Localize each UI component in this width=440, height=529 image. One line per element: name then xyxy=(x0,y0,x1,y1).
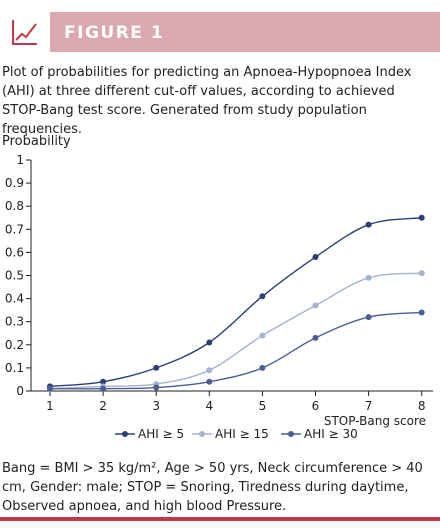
line-chart-icon xyxy=(0,12,50,52)
x-axis-label: STOP-Bang score xyxy=(324,414,426,428)
data-point xyxy=(153,384,160,391)
y-tick-label: 0.6 xyxy=(5,245,24,259)
series-line xyxy=(49,311,422,390)
data-point xyxy=(365,274,372,281)
y-tick-label: 0.4 xyxy=(5,292,24,306)
data-point xyxy=(47,385,53,392)
data-point xyxy=(206,339,213,346)
data-point xyxy=(312,254,319,261)
data-point xyxy=(418,309,425,316)
legend-marker xyxy=(122,431,128,437)
x-tick-label: 6 xyxy=(312,399,320,413)
series-line xyxy=(49,217,422,388)
y-tick-label: 0.2 xyxy=(5,338,24,352)
y-tick-label: 0.7 xyxy=(5,222,24,236)
y-tick-label: 0 xyxy=(16,384,24,398)
y-axis-label: Probability xyxy=(2,134,71,149)
x-tick-label: 4 xyxy=(205,399,213,413)
x-tick-label: 1 xyxy=(46,399,54,413)
data-point xyxy=(100,378,107,385)
data-point xyxy=(365,314,372,321)
figure-label: FIGURE 1 xyxy=(64,23,165,43)
data-point xyxy=(418,214,425,221)
data-point xyxy=(312,334,319,341)
figure-footnote: Bang = BMI > 35 kg/m², Age > 50 yrs, Nec… xyxy=(2,461,423,514)
x-tick-label: 5 xyxy=(259,399,267,413)
data-point xyxy=(312,302,319,309)
x-tick-label: 8 xyxy=(418,399,426,413)
data-point xyxy=(153,364,160,371)
data-point xyxy=(100,385,107,392)
figure-caption: Plot of probabilities for predicting an … xyxy=(2,65,412,137)
data-point xyxy=(259,293,266,300)
data-point xyxy=(259,364,266,371)
data-point xyxy=(365,221,372,228)
y-tick-label: 0.8 xyxy=(5,199,24,213)
legend-label: AHI ≥ 5 xyxy=(138,427,184,441)
legend-marker xyxy=(288,431,294,437)
figure-header: FIGURE 1 xyxy=(0,12,440,52)
y-tick-label: 0.1 xyxy=(5,361,24,375)
y-tick-label: 1 xyxy=(16,153,24,167)
y-tick-label: 0.5 xyxy=(5,269,24,283)
x-tick-label: 2 xyxy=(99,399,107,413)
x-tick-label: 3 xyxy=(152,399,160,413)
legend-marker xyxy=(199,431,205,437)
data-point xyxy=(418,270,425,277)
series-line xyxy=(49,272,422,390)
data-point xyxy=(206,367,213,374)
data-point xyxy=(206,378,213,385)
chart: Probability 0 0.1 0.2 0.3 0.4 0.5 0.6 0.7 0.8 0.9 1… xyxy=(0,130,440,470)
bottom-rule xyxy=(0,517,440,521)
x-tick-label: 7 xyxy=(365,399,373,413)
legend-label: AHI ≥ 30 xyxy=(304,427,358,441)
legend-label: AHI ≥ 15 xyxy=(215,427,269,441)
line-chart: Probability 0 0.1 0.2 0.3 0.4 0.5 0.6 0.7 0.8 0.9 1… xyxy=(2,134,433,441)
data-point xyxy=(259,332,266,339)
y-tick-label: 0.3 xyxy=(5,315,24,329)
y-tick-label: 0.9 xyxy=(5,176,24,190)
